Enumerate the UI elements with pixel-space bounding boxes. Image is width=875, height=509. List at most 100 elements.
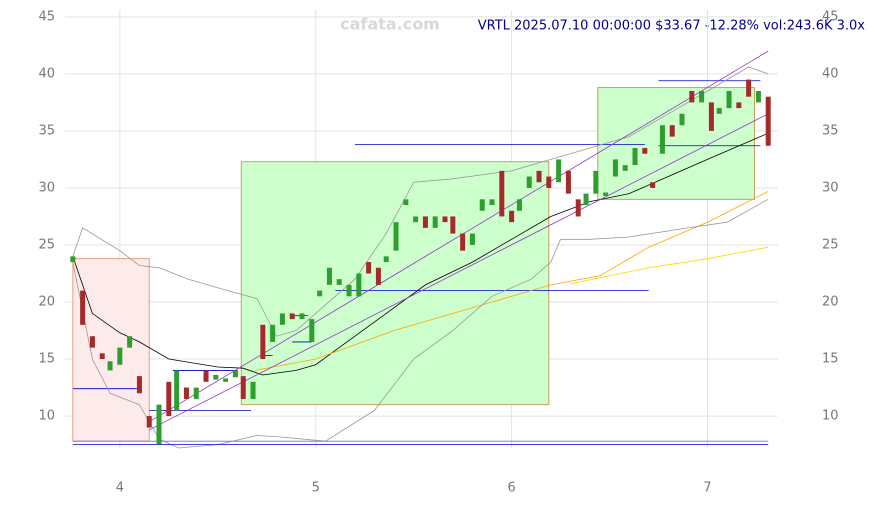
candle [565,170,571,194]
candle [70,256,76,263]
y-tick-label-right: 15 [822,352,839,367]
candle [650,182,656,188]
x-tick-label: 4 [116,481,124,496]
y-tick-label: 40 [38,66,55,81]
candle [622,165,628,171]
candle [689,90,695,103]
candle [260,324,266,360]
candle [375,267,381,285]
candle [193,387,199,399]
candle [469,233,475,245]
candle [736,102,742,109]
candle [336,279,342,285]
candle [575,199,581,217]
candle [442,216,448,223]
y-tick-label-right: 40 [822,66,839,81]
candle [403,199,409,206]
candle [746,79,752,97]
candle [366,262,372,274]
y-tick-label: 10 [38,409,55,424]
candle [413,216,419,223]
indicator-line [149,113,769,431]
candle [223,378,229,382]
y-tick-label: 35 [38,123,55,138]
candle [726,90,732,109]
indicator-line [570,246,769,285]
candle [489,199,495,206]
candle [516,199,522,211]
x-tick-label: 7 [703,481,711,496]
candle [593,170,599,194]
candle [356,273,362,297]
candle [716,108,722,114]
candle [603,192,609,196]
x-tick-label: 5 [312,481,320,496]
candle [632,148,638,166]
candle [536,170,542,183]
y-tick-label-right: 35 [822,123,839,138]
candle [699,90,705,103]
candle [166,381,172,417]
indicator-line [72,66,769,337]
indicator-line [148,50,769,423]
chart-title: VRTL 2025.07.10 00:00:00 $33.67 -12.28% … [478,19,866,34]
candle [479,199,485,211]
candle [99,353,105,360]
indicator-line [72,132,769,376]
indicator-line [254,191,769,371]
candle [203,370,209,382]
candle [127,336,133,348]
zone [240,161,550,406]
candle [432,216,438,228]
candle [89,336,95,348]
y-tick-label-right: 10 [822,409,839,424]
candle [279,313,285,325]
y-tick-label: 25 [38,237,55,252]
candle [679,113,685,126]
y-tick-label-right: 30 [822,180,839,195]
candle [659,125,665,154]
candle [642,148,648,154]
candle [460,233,466,251]
candle [317,290,323,297]
candle [309,319,315,342]
candle [107,361,113,371]
candle [612,159,618,177]
candle [556,159,562,183]
candle [393,222,399,251]
candle [232,370,238,378]
y-tick-label-right: 45 [822,9,839,24]
candle [422,216,428,228]
zone [72,258,150,442]
candle [117,347,123,365]
candle [755,90,761,103]
candle [213,375,219,380]
candle [136,376,142,394]
candle [156,404,162,445]
candle [270,324,276,342]
candle [526,176,532,188]
candle [183,387,189,399]
candle [499,170,505,217]
y-tick-label: 45 [38,9,55,24]
candle [326,267,332,285]
candle [80,290,86,325]
watermark: cafata.com [340,15,440,34]
candle [299,313,305,320]
candle [708,102,714,131]
candle [765,96,771,146]
candle [289,313,295,320]
y-tick-label: 30 [38,180,55,195]
candle [174,370,180,411]
y-tick-label: 20 [38,295,55,310]
candle [546,176,552,188]
y-tick-label-right: 25 [822,237,839,252]
y-tick-label: 15 [38,352,55,367]
candle [146,416,152,428]
candle [450,216,456,234]
candle [346,284,352,297]
candle [250,381,256,399]
x-tick-label: 6 [507,481,515,496]
